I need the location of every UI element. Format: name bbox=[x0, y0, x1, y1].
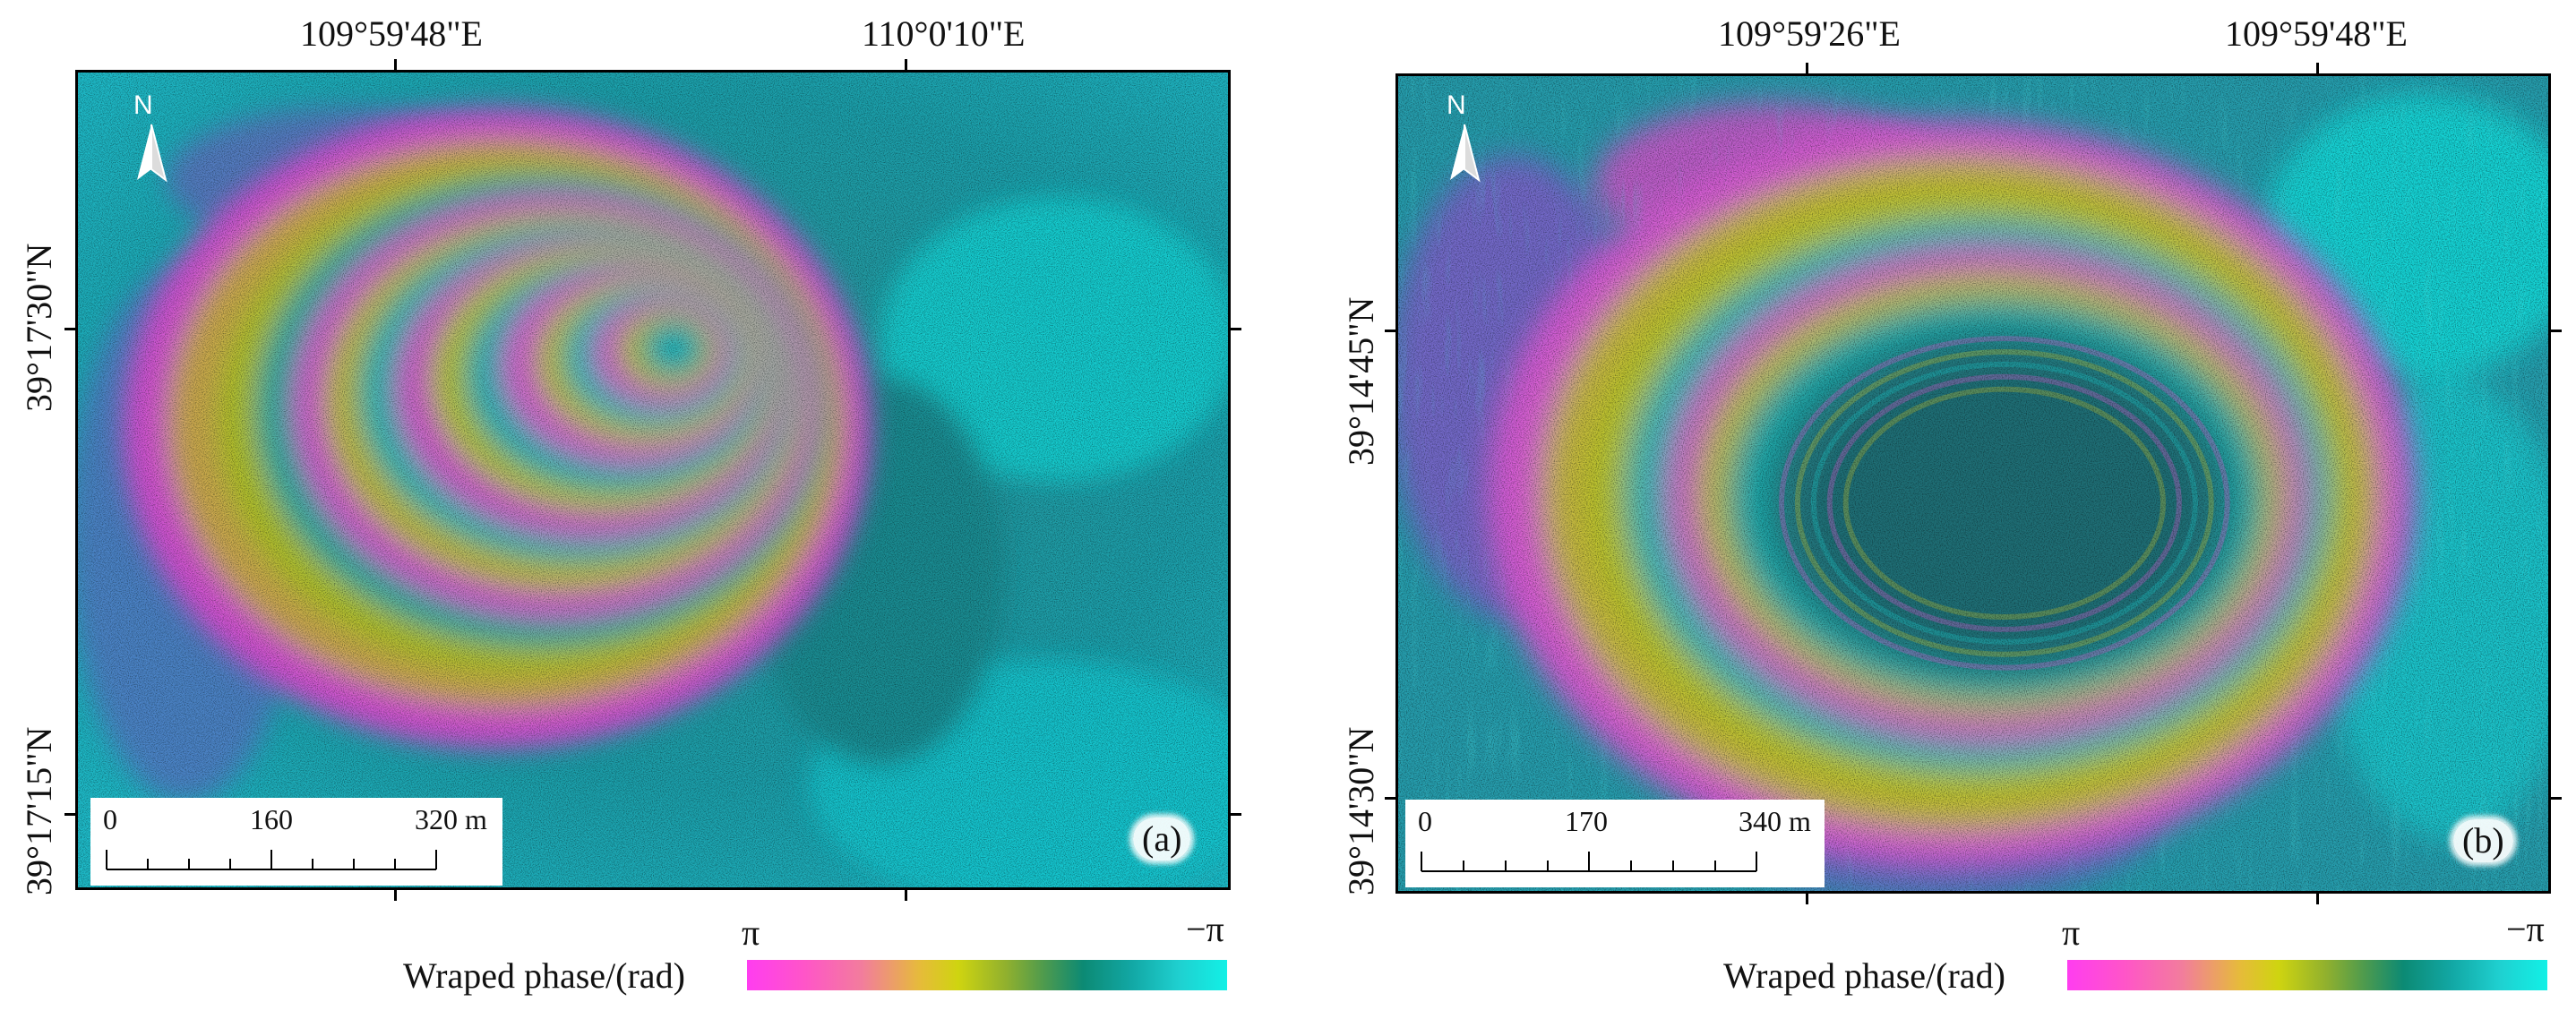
panel-a-left-coord-2: 39°17'15"N bbox=[19, 726, 59, 895]
panel-a-scale-label-0: 0 bbox=[103, 803, 117, 835]
panel-a-top-coord-2: 110°0'10"E bbox=[862, 13, 1026, 54]
panel-b-phase-image bbox=[1398, 76, 2548, 891]
panel-b-left-coord-2: 39°14'30"N bbox=[1341, 726, 1381, 895]
panel-b-tick-bottom-2 bbox=[2316, 892, 2319, 904]
panel-b-north-arrow: N bbox=[1438, 90, 1491, 198]
panel-b-colorbar-min: −π bbox=[2506, 909, 2545, 949]
panel-b-scale-label-1: 170 bbox=[1565, 805, 1608, 837]
panel-a-north-label: N bbox=[133, 90, 153, 120]
panel-b-tick-right-1 bbox=[2549, 330, 2562, 332]
panel-b-tick-right-2 bbox=[2549, 797, 2562, 800]
panel-b-colorbar-title: Wraped phase/(rad) bbox=[1723, 955, 2005, 996]
panel-a-top-coord-1: 109°59'48"E bbox=[300, 13, 483, 54]
panel-b-map: N 0 170 340 m bbox=[1395, 73, 2551, 894]
north-arrow-icon bbox=[1450, 124, 1481, 183]
panel-b-tick-bottom-1 bbox=[1806, 892, 1808, 904]
panel-b-tick-left-1 bbox=[1385, 330, 1397, 332]
panel-a-tick-bottom-2 bbox=[905, 888, 907, 901]
panel-a-tick-right-1 bbox=[1229, 328, 1241, 330]
panel-b-label: (b) bbox=[2453, 819, 2513, 862]
panel-b-scale-ticks bbox=[1421, 852, 1757, 872]
panel-a-scale-label-1: 160 bbox=[250, 803, 293, 835]
panel-a-scale-label-2: 320 m bbox=[415, 803, 487, 835]
panel-a-north-arrow: N bbox=[125, 90, 178, 198]
panel-a-left-coord-1: 39°17'30"N bbox=[19, 243, 59, 412]
panel-b-scale-label-2: 340 m bbox=[1739, 805, 1811, 837]
panel-a-map: N 0 160 320 m bbox=[75, 70, 1231, 890]
panel-b-scale-bar: 0 170 340 m bbox=[1405, 800, 1825, 887]
panel-a-colorbar-max: π bbox=[742, 912, 760, 953]
panel-a-tick-top-1 bbox=[394, 59, 397, 72]
panel-a-colorbar bbox=[747, 960, 1227, 990]
panel-a-colorbar-title: Wraped phase/(rad) bbox=[403, 955, 685, 996]
panel-a-tick-bottom-1 bbox=[394, 888, 397, 901]
panel-b-tick-left-2 bbox=[1385, 797, 1397, 800]
panel-a-tick-right-2 bbox=[1229, 813, 1241, 816]
panel-b-scale-label-0: 0 bbox=[1418, 805, 1432, 837]
panel-a-scale-ticks bbox=[106, 850, 437, 870]
panel-b-tick-top-1 bbox=[1806, 63, 1808, 75]
north-arrow-icon bbox=[137, 124, 167, 183]
panel-a-label: (a) bbox=[1133, 818, 1191, 861]
panel-b-north-label: N bbox=[1447, 90, 1466, 120]
panel-b-left-coord-1: 39°14'45"N bbox=[1341, 296, 1381, 466]
panel-b-top-coord-2: 109°59'48"E bbox=[2225, 13, 2408, 54]
panel-a-colorbar-min: −π bbox=[1186, 909, 1224, 949]
panel-a-tick-left-2 bbox=[64, 813, 77, 816]
panel-a-phase-image bbox=[78, 73, 1228, 887]
panel-a-scale-bar: 0 160 320 m bbox=[90, 798, 502, 886]
panel-b-top-coord-1: 109°59'26"E bbox=[1718, 13, 1901, 54]
panel-b-colorbar-max: π bbox=[2062, 912, 2081, 953]
panel-b-colorbar bbox=[2067, 960, 2547, 990]
panel-a-tick-top-2 bbox=[905, 59, 907, 72]
panel-a-tick-left-1 bbox=[64, 328, 77, 330]
panel-b-tick-top-2 bbox=[2316, 63, 2319, 75]
